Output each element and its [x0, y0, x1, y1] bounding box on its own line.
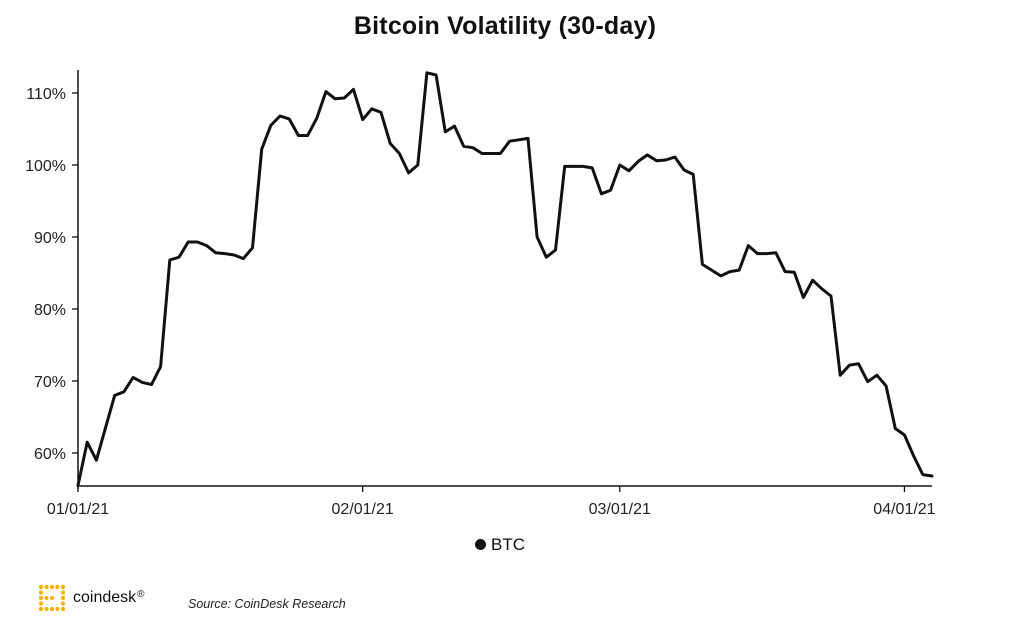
brand: coindesk® — [38, 584, 145, 612]
y-tick-label: 60% — [34, 446, 66, 463]
x-tick-label: 04/01/21 — [873, 501, 935, 518]
x-axis: 01/01/21 02/01/21 03/01/21 04/01/21 — [47, 485, 936, 518]
logo-dot — [49, 606, 55, 612]
logo-dot — [38, 595, 44, 601]
brand-name: coindesk® — [73, 589, 145, 606]
y-tick-label: 80% — [34, 302, 66, 319]
coindesk-logo-icon — [38, 584, 66, 612]
series-line-btc — [76, 71, 934, 487]
logo-dot — [60, 595, 66, 601]
logo-dot — [38, 590, 44, 595]
registered-mark: ® — [137, 589, 145, 600]
y-tick-label: 90% — [34, 230, 66, 247]
logo-dot — [44, 584, 49, 590]
legend: BTC — [0, 535, 1000, 555]
x-tick-label: 03/01/21 — [589, 501, 651, 518]
logo-dot — [55, 606, 60, 612]
source-note: Source: CoinDesk Research — [188, 597, 346, 611]
logo-dot — [60, 584, 66, 590]
y-tick-label: 70% — [34, 374, 66, 391]
y-tick-label: 110% — [26, 86, 66, 103]
series-layer — [76, 71, 934, 487]
logo-dot — [38, 601, 44, 606]
logo-dot — [38, 584, 44, 590]
logo-dot — [60, 590, 66, 595]
logo-dot — [49, 595, 55, 601]
chart-title: Bitcoin Volatility (30-day) — [353, 12, 657, 40]
logo-dot — [55, 584, 60, 590]
x-tick-label: 02/01/21 — [332, 501, 394, 518]
legend-label-btc: BTC — [491, 535, 525, 554]
y-tick-label: 100% — [25, 158, 66, 175]
logo-dot — [44, 606, 49, 612]
legend-marker-btc — [475, 539, 486, 550]
logo-dot — [38, 606, 44, 612]
logo-dot — [60, 606, 66, 612]
x-tick-label: 01/01/21 — [47, 501, 109, 518]
y-axis: 60% 70% 80% 90% 100% 110% — [25, 70, 79, 489]
logo-dot — [60, 601, 66, 606]
logo-dot — [44, 595, 49, 601]
logo-dot — [49, 584, 55, 590]
